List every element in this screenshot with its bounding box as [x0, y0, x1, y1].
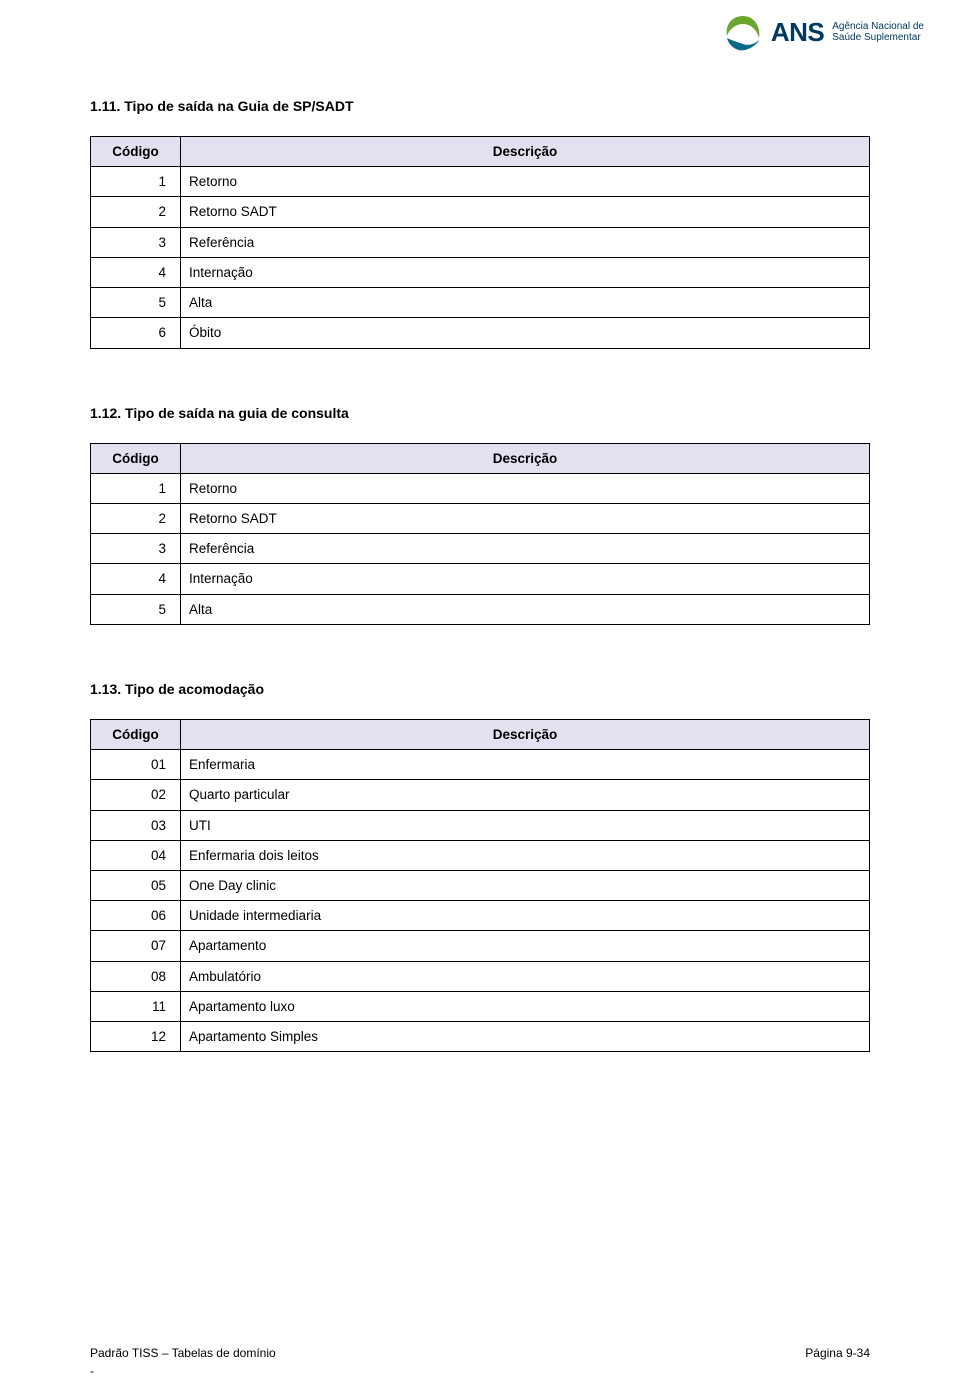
- col-codigo: Código: [91, 719, 181, 749]
- table-header-row: Código Descrição: [91, 719, 870, 749]
- table-row: 2Retorno SADT: [91, 503, 870, 533]
- table-row: 06Unidade intermediaria: [91, 901, 870, 931]
- col-codigo: Código: [91, 137, 181, 167]
- table-row: 4Internação: [91, 257, 870, 287]
- footer-right: Página 9-34: [805, 1346, 870, 1360]
- table-row: 01Enfermaria: [91, 750, 870, 780]
- table-row: 6Óbito: [91, 318, 870, 348]
- section-heading-1-11: 1.11. Tipo de saída na Guia de SP/SADT: [90, 98, 870, 114]
- footer-dash: -: [90, 1364, 94, 1378]
- table-row: 3Referência: [91, 227, 870, 257]
- section-heading-1-13: 1.13. Tipo de acomodação: [90, 681, 870, 697]
- table-row: 5Alta: [91, 288, 870, 318]
- section-heading-1-12: 1.12. Tipo de saída na guia de consulta: [90, 405, 870, 421]
- ans-logo-icon: [721, 12, 765, 52]
- table-row: 1Retorno: [91, 473, 870, 503]
- table-row: 12Apartamento Simples: [91, 1022, 870, 1052]
- ans-logo-subtitle: Agência Nacional de Saúde Suplementar: [832, 21, 924, 43]
- table-row: 5Alta: [91, 594, 870, 624]
- table-row: 4Internação: [91, 564, 870, 594]
- table-row: 3Referência: [91, 534, 870, 564]
- ans-logo-acronym: ANS: [771, 17, 824, 48]
- table-header-row: Código Descrição: [91, 443, 870, 473]
- col-descricao: Descrição: [181, 719, 870, 749]
- table-row: 11Apartamento luxo: [91, 991, 870, 1021]
- document-content: 1.11. Tipo de saída na Guia de SP/SADT C…: [90, 98, 870, 1052]
- ans-logo: ANS Agência Nacional de Saúde Suplementa…: [721, 12, 924, 52]
- table-row: 1Retorno: [91, 167, 870, 197]
- table-row: 03UTI: [91, 810, 870, 840]
- table-1-12: Código Descrição 1Retorno 2Retorno SADT …: [90, 443, 870, 625]
- page-footer: Padrão TISS – Tabelas de domínio Página …: [90, 1346, 870, 1360]
- document-page: ANS Agência Nacional de Saúde Suplementa…: [0, 0, 960, 1148]
- table-1-13: Código Descrição 01Enfermaria 02Quarto p…: [90, 719, 870, 1052]
- col-codigo: Código: [91, 443, 181, 473]
- col-descricao: Descrição: [181, 137, 870, 167]
- table-row: 07Apartamento: [91, 931, 870, 961]
- col-descricao: Descrição: [181, 443, 870, 473]
- table-row: 02Quarto particular: [91, 780, 870, 810]
- table-row: 08Ambulatório: [91, 961, 870, 991]
- table-header-row: Código Descrição: [91, 137, 870, 167]
- table-row: 04Enfermaria dois leitos: [91, 840, 870, 870]
- footer-left: Padrão TISS – Tabelas de domínio: [90, 1346, 276, 1360]
- table-row: 2Retorno SADT: [91, 197, 870, 227]
- ans-logo-text: ANS Agência Nacional de Saúde Suplementa…: [771, 17, 924, 48]
- table-row: 05One Day clinic: [91, 870, 870, 900]
- table-1-11: Código Descrição 1Retorno 2Retorno SADT …: [90, 136, 870, 349]
